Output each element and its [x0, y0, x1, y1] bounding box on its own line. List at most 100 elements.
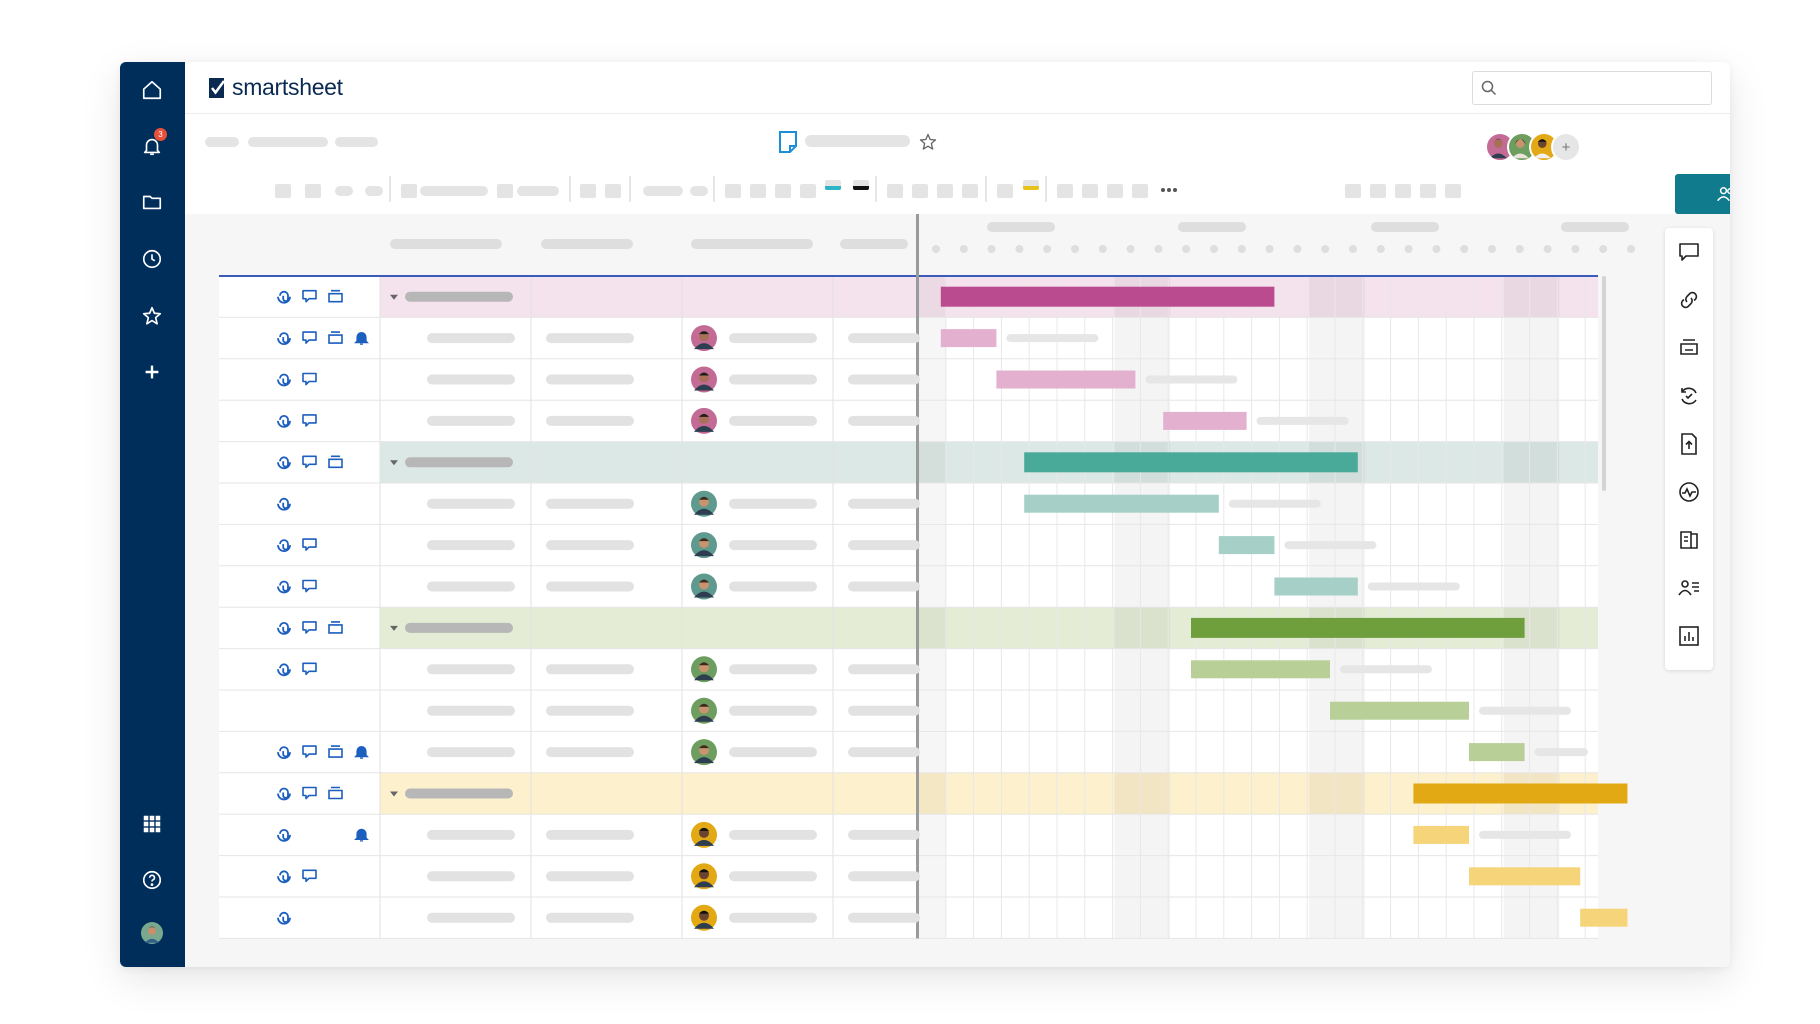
attachment-icon[interactable] [277, 290, 291, 304]
task-cell[interactable] [546, 912, 634, 923]
more-collaborators-button[interactable]: + [1551, 132, 1581, 162]
comment-icon[interactable] [302, 538, 317, 551]
task-cell[interactable] [848, 374, 920, 385]
toolbar-button[interactable] [497, 184, 513, 198]
assignee-name[interactable] [729, 415, 817, 426]
assignee-name[interactable] [729, 540, 817, 551]
column-header[interactable] [541, 239, 633, 249]
collapse-toggle-icon[interactable] [390, 625, 398, 631]
comment-icon[interactable] [302, 621, 317, 634]
collapse-toggle-icon[interactable] [390, 460, 398, 466]
apps-grid-icon[interactable] [136, 808, 168, 840]
toolbar-button[interactable] [962, 184, 978, 198]
task-name[interactable] [427, 333, 515, 344]
gantt-task-bar[interactable] [1218, 536, 1275, 555]
toolbar-button[interactable] [1445, 184, 1461, 198]
task-name[interactable] [427, 415, 515, 426]
task-cell[interactable] [546, 747, 634, 758]
gantt-task-bar[interactable] [1413, 825, 1469, 844]
comment-icon[interactable] [302, 331, 317, 344]
gantt-task-bar[interactable] [996, 370, 1136, 389]
home-icon[interactable] [136, 74, 168, 106]
color-picker-button[interactable] [853, 180, 869, 190]
comment-icon[interactable] [1677, 240, 1701, 264]
gantt-task-bar[interactable] [1163, 411, 1247, 430]
printer-icon[interactable] [1677, 336, 1701, 360]
toolbar-dropdown[interactable] [517, 186, 559, 196]
toolbar-button[interactable] [1420, 184, 1436, 198]
toolbar-button[interactable] [725, 184, 741, 198]
assignee-name[interactable] [729, 747, 817, 758]
parent-task-name[interactable] [405, 291, 513, 302]
attachment-icon[interactable] [277, 539, 291, 552]
gantt-task-bar[interactable] [1469, 743, 1525, 762]
column-header[interactable] [840, 239, 908, 249]
toolbar-button[interactable] [1082, 184, 1098, 198]
task-cell[interactable] [848, 664, 920, 675]
attachment-icon[interactable] [277, 663, 291, 677]
folder-icon[interactable] [136, 186, 168, 218]
attachment-icon[interactable] [277, 456, 291, 470]
reminder-bell-icon[interactable] [354, 828, 369, 842]
gantt-task-bar[interactable] [940, 329, 997, 348]
attachment-icon[interactable] [277, 580, 291, 594]
assignee-name[interactable] [729, 333, 817, 344]
toolbar-button[interactable] [800, 184, 816, 198]
parent-task-name[interactable] [405, 457, 513, 468]
attachment-icon[interactable] [277, 622, 291, 635]
breadcrumb-item[interactable] [248, 137, 328, 147]
toolbar-dropdown[interactable] [643, 186, 683, 196]
attachment-icon[interactable] [277, 332, 291, 345]
contacts-icon[interactable] [1677, 576, 1701, 600]
gantt-parent-bar[interactable] [1413, 783, 1628, 804]
task-cell[interactable] [546, 374, 634, 385]
clock-icon[interactable] [136, 243, 168, 275]
comment-icon[interactable] [302, 579, 317, 593]
toolbar-button[interactable] [305, 184, 321, 198]
toolbar-button[interactable] [1057, 184, 1073, 198]
attachment-icon[interactable] [277, 829, 291, 842]
toolbar-button[interactable] [580, 184, 596, 198]
task-name[interactable] [427, 871, 515, 882]
toolbar-button[interactable] [1370, 184, 1386, 198]
proof-icon[interactable] [328, 745, 343, 758]
assignee-name[interactable] [729, 829, 817, 840]
task-name[interactable] [427, 498, 515, 509]
task-cell[interactable] [546, 498, 634, 509]
link-icon[interactable] [1677, 288, 1701, 312]
column-header[interactable] [691, 239, 813, 249]
gantt-parent-bar[interactable] [1191, 617, 1525, 638]
attachment-icon[interactable] [277, 787, 291, 801]
chart-icon[interactable] [1677, 624, 1701, 648]
task-name[interactable] [427, 374, 515, 385]
task-cell[interactable] [848, 912, 920, 923]
color-picker-button[interactable] [1023, 180, 1039, 190]
task-cell[interactable] [546, 705, 634, 716]
proof-icon[interactable] [328, 289, 343, 303]
column-header[interactable] [390, 239, 502, 249]
comment-icon[interactable] [302, 869, 317, 883]
gantt-task-bar[interactable] [1191, 660, 1330, 679]
gantt-task-bar[interactable] [1330, 701, 1469, 720]
toolbar-button[interactable] [401, 184, 417, 198]
attachment-icon[interactable] [277, 746, 291, 759]
task-name[interactable] [427, 747, 515, 758]
parent-task-name[interactable] [405, 622, 513, 633]
assignee-name[interactable] [729, 912, 817, 923]
collapse-toggle-icon[interactable] [390, 791, 398, 797]
task-cell[interactable] [546, 664, 634, 675]
user-avatar[interactable] [135, 916, 169, 950]
comment-icon[interactable] [302, 372, 317, 386]
toolbar-dropdown[interactable] [420, 186, 488, 196]
task-cell[interactable] [848, 333, 920, 344]
share-button[interactable] [1675, 174, 1730, 214]
comment-icon[interactable] [302, 289, 317, 303]
task-cell[interactable] [848, 498, 920, 509]
smartsheet-logo[interactable]: smartsheet [209, 74, 343, 101]
toolbar-button[interactable] [750, 184, 766, 198]
attachment-icon[interactable] [277, 870, 291, 884]
toolbar-button[interactable] [1395, 184, 1411, 198]
upload-icon[interactable] [1677, 432, 1701, 456]
task-cell[interactable] [848, 829, 920, 840]
collapse-toggle-icon[interactable] [390, 294, 398, 300]
